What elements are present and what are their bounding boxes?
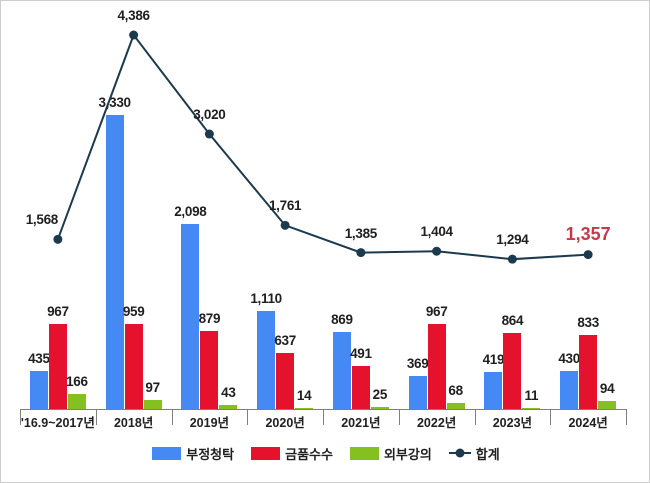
- line-value-label: 3,020: [193, 107, 226, 123]
- bar-외부강의-2022년: [446, 403, 465, 409]
- bar-value-label: 864: [501, 313, 524, 328]
- legend-item-bujeongcheongtak: 부정청탁: [152, 444, 234, 463]
- bar-부정청탁-2019년: [181, 224, 200, 409]
- legend-label: 합계: [475, 446, 500, 462]
- bar-value-label: 430: [558, 351, 580, 366]
- bar-value-label: 2,098: [174, 204, 207, 219]
- legend-item-geumpumsusu: 금품수수: [251, 444, 333, 463]
- bar-외부강의-2024년: [598, 401, 617, 409]
- bar-value-label: 435: [28, 351, 50, 366]
- bar-value-label: 967: [47, 304, 69, 319]
- x-axis-tick: [172, 409, 173, 425]
- bar-value-label: 11: [524, 388, 539, 403]
- bar-금품수수-2022년: [427, 324, 446, 409]
- bar-금품수수-'16.9~2017년: [48, 324, 67, 409]
- bar-value-label: 97: [145, 380, 160, 395]
- bar-부정청탁-2023년: [484, 372, 503, 409]
- line-marker: [432, 246, 442, 256]
- x-axis-tick: [323, 409, 324, 425]
- line-value-label: 1,568: [25, 212, 59, 228]
- line-marker: [280, 220, 290, 230]
- legend-item-hapgye: 합계: [448, 444, 500, 463]
- bar-외부강의-2019년: [219, 405, 238, 409]
- bar-value-label: 43: [221, 385, 236, 400]
- bar-부정청탁-2018년: [105, 115, 124, 409]
- line-marker: [204, 129, 214, 139]
- bar-금품수수-2024년: [579, 335, 598, 409]
- green-swatch-icon: [349, 446, 379, 460]
- legend-label: 금품수수: [285, 446, 333, 462]
- bar-외부강의-2021년: [370, 407, 389, 409]
- x-axis-label: 2023년: [492, 416, 533, 430]
- x-axis-tick: [550, 409, 551, 425]
- x-axis-tick: [247, 409, 248, 425]
- bar-외부강의-2018년: [143, 400, 162, 409]
- bar-부정청탁-2024년: [560, 371, 579, 409]
- legend-label: 부정청탁: [186, 446, 235, 462]
- x-axis-tick: [399, 409, 400, 425]
- line-value-label: 1,357: [565, 223, 611, 244]
- x-axis-tick: [96, 409, 97, 425]
- bar-금품수수-2018년: [124, 324, 143, 409]
- line-value-label: 4,386: [117, 8, 150, 23]
- bar-value-label: 94: [599, 381, 615, 396]
- bar-value-label: 369: [406, 356, 429, 371]
- bar-value-label: 637: [274, 333, 296, 348]
- line-marker: [356, 248, 366, 258]
- line-marker: [53, 234, 63, 244]
- line-value-label: 1,385: [344, 225, 378, 241]
- line-marker: [129, 30, 139, 40]
- bar-외부강의-2020년: [295, 408, 314, 409]
- line-marker-icon: [448, 448, 471, 458]
- bar-value-label: 166: [66, 374, 88, 389]
- bar-부정청탁-'16.9~2017년: [29, 371, 48, 409]
- bar-외부강의-'16.9~2017년: [67, 394, 86, 409]
- bar-value-label: 959: [122, 304, 145, 319]
- bar-value-label: 3,330: [98, 95, 131, 110]
- bar-value-label: 419: [482, 352, 505, 367]
- x-axis-tick: [626, 409, 627, 425]
- x-axis-label: 2024년: [568, 416, 608, 430]
- bar-부정청탁-2021년: [332, 332, 351, 409]
- x-axis-tick: [475, 409, 476, 425]
- legend-item-oebugangui: 외부강의: [349, 444, 432, 463]
- line-marker: [507, 254, 517, 264]
- bar-value-label: 68: [448, 383, 463, 398]
- bar-value-label: 491: [350, 346, 372, 361]
- total-line: [56, 32, 589, 261]
- bar-금품수수-2019년: [200, 331, 219, 409]
- red-swatch-icon: [251, 446, 281, 460]
- blue-swatch-icon: [152, 446, 182, 460]
- x-axis-label: 2020년: [265, 416, 305, 430]
- line-value-label: 1,294: [496, 232, 529, 248]
- bar-금품수수-2023년: [503, 333, 522, 409]
- x-axis-label: '16.9~2017년: [20, 416, 95, 430]
- bar-value-label: 833: [577, 315, 599, 330]
- x-axis-label: 2019년: [189, 416, 230, 430]
- bar-부정청탁-2020년: [257, 311, 276, 409]
- bar-value-label: 879: [198, 311, 221, 326]
- legend-label: 외부강의: [383, 446, 432, 462]
- x-axis-label: 2021년: [341, 416, 381, 430]
- bar-value-label: 967: [425, 304, 448, 319]
- legend: 부정청탁 금품수수 외부강의 합계: [1, 442, 649, 464]
- x-axis-label: 2018년: [113, 416, 154, 430]
- bar-부정청탁-2022년: [408, 376, 427, 409]
- line-marker: [583, 250, 593, 260]
- line-value-label: 1,761: [268, 198, 302, 214]
- bar-금품수수-2020년: [276, 353, 295, 409]
- bar-금품수수-2021년: [351, 366, 370, 409]
- line-value-label: 1,404: [420, 224, 453, 240]
- bar-value-label: 25: [372, 387, 388, 402]
- x-axis-tick: [20, 409, 21, 425]
- bar-value-label: 869: [331, 312, 353, 327]
- bar-value-label: 1,110: [250, 291, 282, 306]
- x-axis-label: 2022년: [416, 416, 457, 430]
- bar-외부강의-2023년: [522, 408, 541, 409]
- bar-value-label: 14: [296, 388, 312, 403]
